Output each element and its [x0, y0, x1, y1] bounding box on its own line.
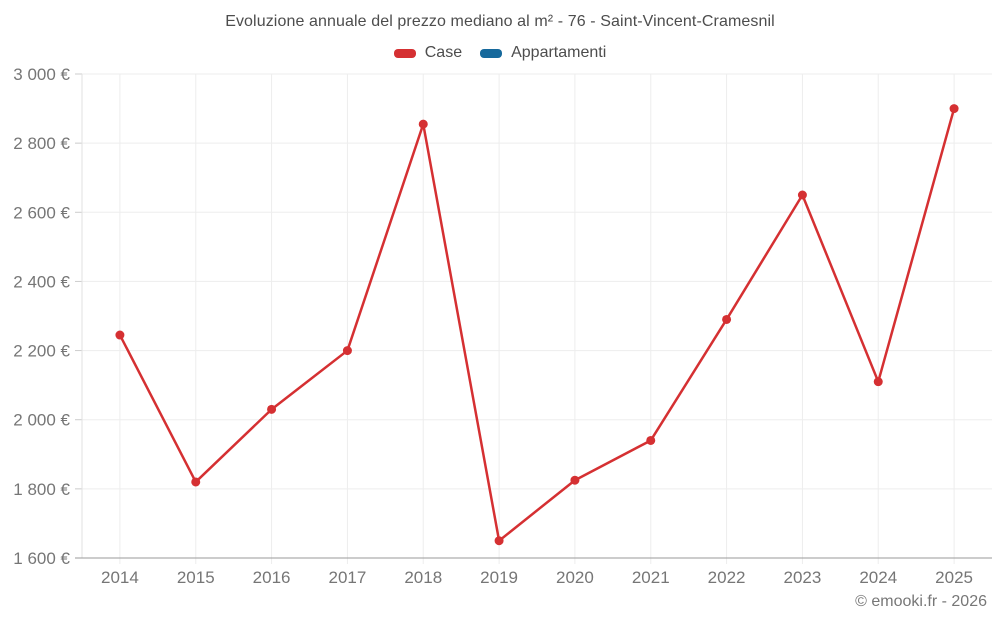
y-tick-label: 1 800 € [13, 480, 70, 499]
x-tick-label: 2021 [632, 568, 670, 587]
x-tick-label: 2017 [329, 568, 367, 587]
x-tick-label: 2023 [784, 568, 822, 587]
legend-item-appartamenti[interactable]: Appartamenti [480, 44, 606, 62]
y-tick-label: 2 800 € [13, 134, 70, 153]
x-tick-label: 2025 [935, 568, 973, 587]
x-tick-label: 2022 [708, 568, 746, 587]
y-tick-label: 1 600 € [13, 549, 70, 568]
chart-legend: Case Appartamenti [0, 44, 1000, 62]
x-tick-label: 2014 [101, 568, 139, 587]
appartamenti-series-swatch-icon [480, 48, 503, 58]
x-tick-label: 2019 [480, 568, 518, 587]
case-series-swatch-icon [393, 48, 416, 58]
x-tick-label: 2024 [859, 568, 897, 587]
attribution: © emooki.fr - 2026 [855, 593, 987, 610]
x-tick-label: 2018 [404, 568, 442, 587]
y-tick-label: 3 000 € [13, 65, 70, 84]
data-point[interactable] [115, 330, 125, 340]
data-point[interactable] [191, 477, 201, 487]
x-tick-label: 2016 [253, 568, 291, 587]
y-tick-label: 2 600 € [13, 203, 70, 222]
data-point[interactable] [342, 346, 352, 356]
data-point[interactable] [873, 377, 883, 387]
data-point[interactable] [646, 435, 656, 445]
x-tick-label: 2020 [556, 568, 594, 587]
y-tick-label: 2 400 € [13, 272, 70, 291]
legend-label-case: Case [424, 44, 463, 61]
data-point[interactable] [722, 314, 732, 324]
data-point[interactable] [267, 404, 277, 414]
legend-item-case[interactable]: Case [393, 44, 463, 62]
chart-title: Evoluzione annuale del prezzo mediano al… [225, 13, 775, 30]
legend-label-appartamenti: Appartamenti [511, 44, 607, 61]
data-point[interactable] [797, 190, 807, 200]
data-point[interactable] [949, 104, 959, 114]
x-tick-label: 2015 [177, 568, 215, 587]
y-tick-label: 2 000 € [13, 411, 70, 430]
data-point[interactable] [570, 475, 580, 485]
data-point[interactable] [494, 536, 504, 546]
data-point[interactable] [418, 119, 428, 129]
series-line-case [118, 107, 956, 542]
y-tick-label: 2 200 € [13, 342, 70, 361]
